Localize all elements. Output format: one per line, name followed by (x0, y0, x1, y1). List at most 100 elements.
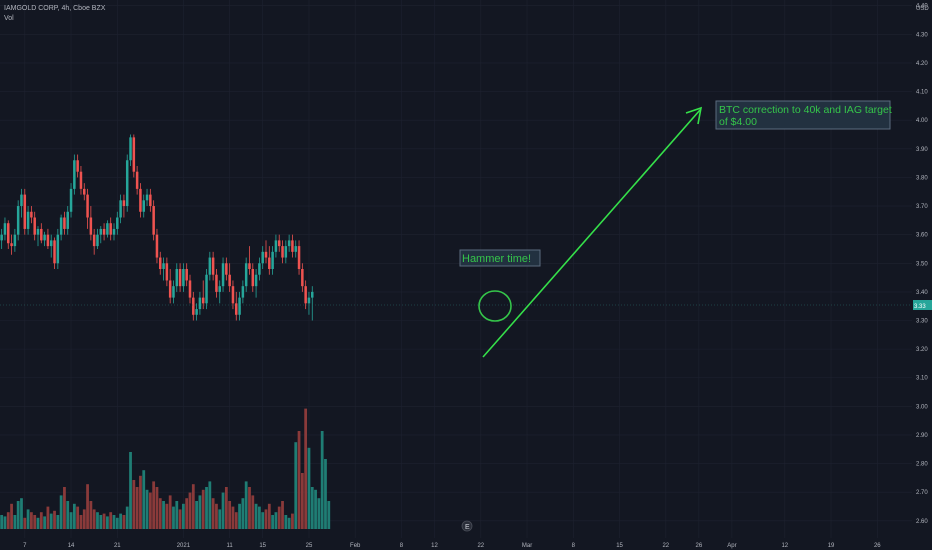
volume-bar (310, 487, 314, 529)
volume-bar (218, 509, 222, 529)
volume-bar (258, 506, 261, 529)
volume-bar (208, 481, 212, 529)
candle-body (205, 274, 208, 304)
target-label-line2: of $4.00 (719, 116, 757, 128)
candle-body (228, 274, 231, 287)
candle-body (261, 251, 264, 264)
candle-body (69, 188, 73, 212)
volume-bar (165, 503, 169, 529)
volume-bar (66, 501, 70, 529)
candle-body (73, 160, 76, 189)
candle-body (0, 234, 3, 241)
candlesticks (0, 134, 314, 321)
volume-bar (72, 503, 76, 529)
candle-body (162, 263, 165, 269)
volume-bar (59, 495, 63, 529)
candle-body (149, 194, 152, 207)
volume-bar (63, 487, 66, 529)
candle-body (268, 257, 271, 269)
volume-bar (36, 517, 40, 529)
y-tick-label: 2.90 (916, 433, 928, 439)
x-tick-label: 14 (68, 543, 75, 549)
candle-body (132, 137, 136, 172)
current-price-badge: 3.33 (914, 304, 926, 310)
y-tick-label: 4.00 (916, 118, 928, 124)
y-tick-label: 2.60 (916, 519, 928, 525)
y-tick-label: 3.10 (916, 376, 928, 382)
candle-body (135, 171, 139, 189)
candle-body (304, 286, 307, 304)
symbol-line[interactable]: IAMGOLD CORP, 4h, Cboe BZX (4, 5, 106, 12)
volume-bar (168, 495, 172, 529)
volume-bar (96, 512, 99, 529)
candle-body (192, 297, 195, 315)
candle-body (53, 240, 56, 264)
candle-body (218, 286, 221, 292)
volume-bar (3, 516, 7, 529)
candle-body (155, 234, 159, 258)
volume-bar (69, 512, 73, 529)
earnings-marker[interactable] (461, 520, 473, 532)
volume-bar (234, 512, 238, 529)
volume-bar (148, 492, 152, 529)
volume-bar (251, 495, 255, 529)
candle-body (231, 286, 235, 304)
candle-body (145, 194, 149, 201)
volume-bar (49, 513, 53, 529)
hammer-label-box[interactable] (459, 249, 541, 267)
volume-bar (125, 506, 129, 529)
candle-body (271, 251, 274, 269)
candle-body (284, 246, 288, 258)
candle-body (86, 194, 89, 218)
volume-indicator-label[interactable]: Vol (4, 15, 14, 22)
candle-body (3, 223, 7, 235)
candle-body (225, 263, 228, 275)
hammer-circle[interactable] (478, 290, 512, 322)
volume-bar (106, 516, 109, 529)
candle-body (56, 234, 60, 264)
candle-body (185, 269, 188, 281)
x-tick-label: 21 (114, 543, 121, 549)
volume-bar (191, 484, 195, 529)
candle-body (43, 234, 46, 241)
y-tick-label: 4.30 (916, 32, 928, 38)
volume-bar (122, 515, 126, 529)
price-axis[interactable]: 2.60 2.70 2.80 2.90 3.00 3.10 3.20 3.30 3.40 3.50… (916, 4, 928, 525)
volume-bar (0, 515, 4, 529)
candle-body (119, 200, 122, 218)
volume-bar (30, 512, 33, 529)
x-tick-label: 8 (400, 543, 404, 549)
hammer-label: Hammer time! (462, 253, 531, 265)
x-tick-label: 19 (828, 543, 835, 549)
x-tick-label: Apr (727, 543, 736, 549)
x-tick-label: 15 (259, 543, 266, 549)
volume-bar (152, 481, 156, 529)
candle-body (96, 234, 99, 247)
y-tick-label: 3.30 (916, 319, 928, 325)
time-axis[interactable]: 7 14 21 2021 11 15 25 Feb 8 12 22 Mar 8 15 22 26 Apr 12 19… (23, 543, 881, 549)
candle-body (175, 269, 179, 287)
volume-bar (304, 408, 308, 529)
volume-bar (39, 512, 43, 529)
volume-bar (215, 503, 218, 529)
volume-bar (205, 487, 208, 529)
candle-body (238, 297, 241, 315)
volume-bar (92, 509, 96, 529)
candle-body (244, 263, 248, 287)
target-label-box[interactable] (715, 100, 891, 130)
x-tick-label: 26 (696, 543, 703, 549)
volume-bar (201, 489, 205, 529)
volume-bar (274, 512, 278, 529)
candle-body (40, 228, 43, 241)
candle-body (297, 246, 301, 269)
candle-body (178, 269, 182, 287)
candle-body (274, 240, 278, 252)
volume-bar (307, 447, 311, 529)
candle-body (92, 234, 96, 247)
target-arrow-line[interactable] (482, 109, 701, 358)
volume-bar (162, 501, 165, 529)
volume-bar (56, 515, 60, 529)
volume-bar (294, 442, 298, 529)
